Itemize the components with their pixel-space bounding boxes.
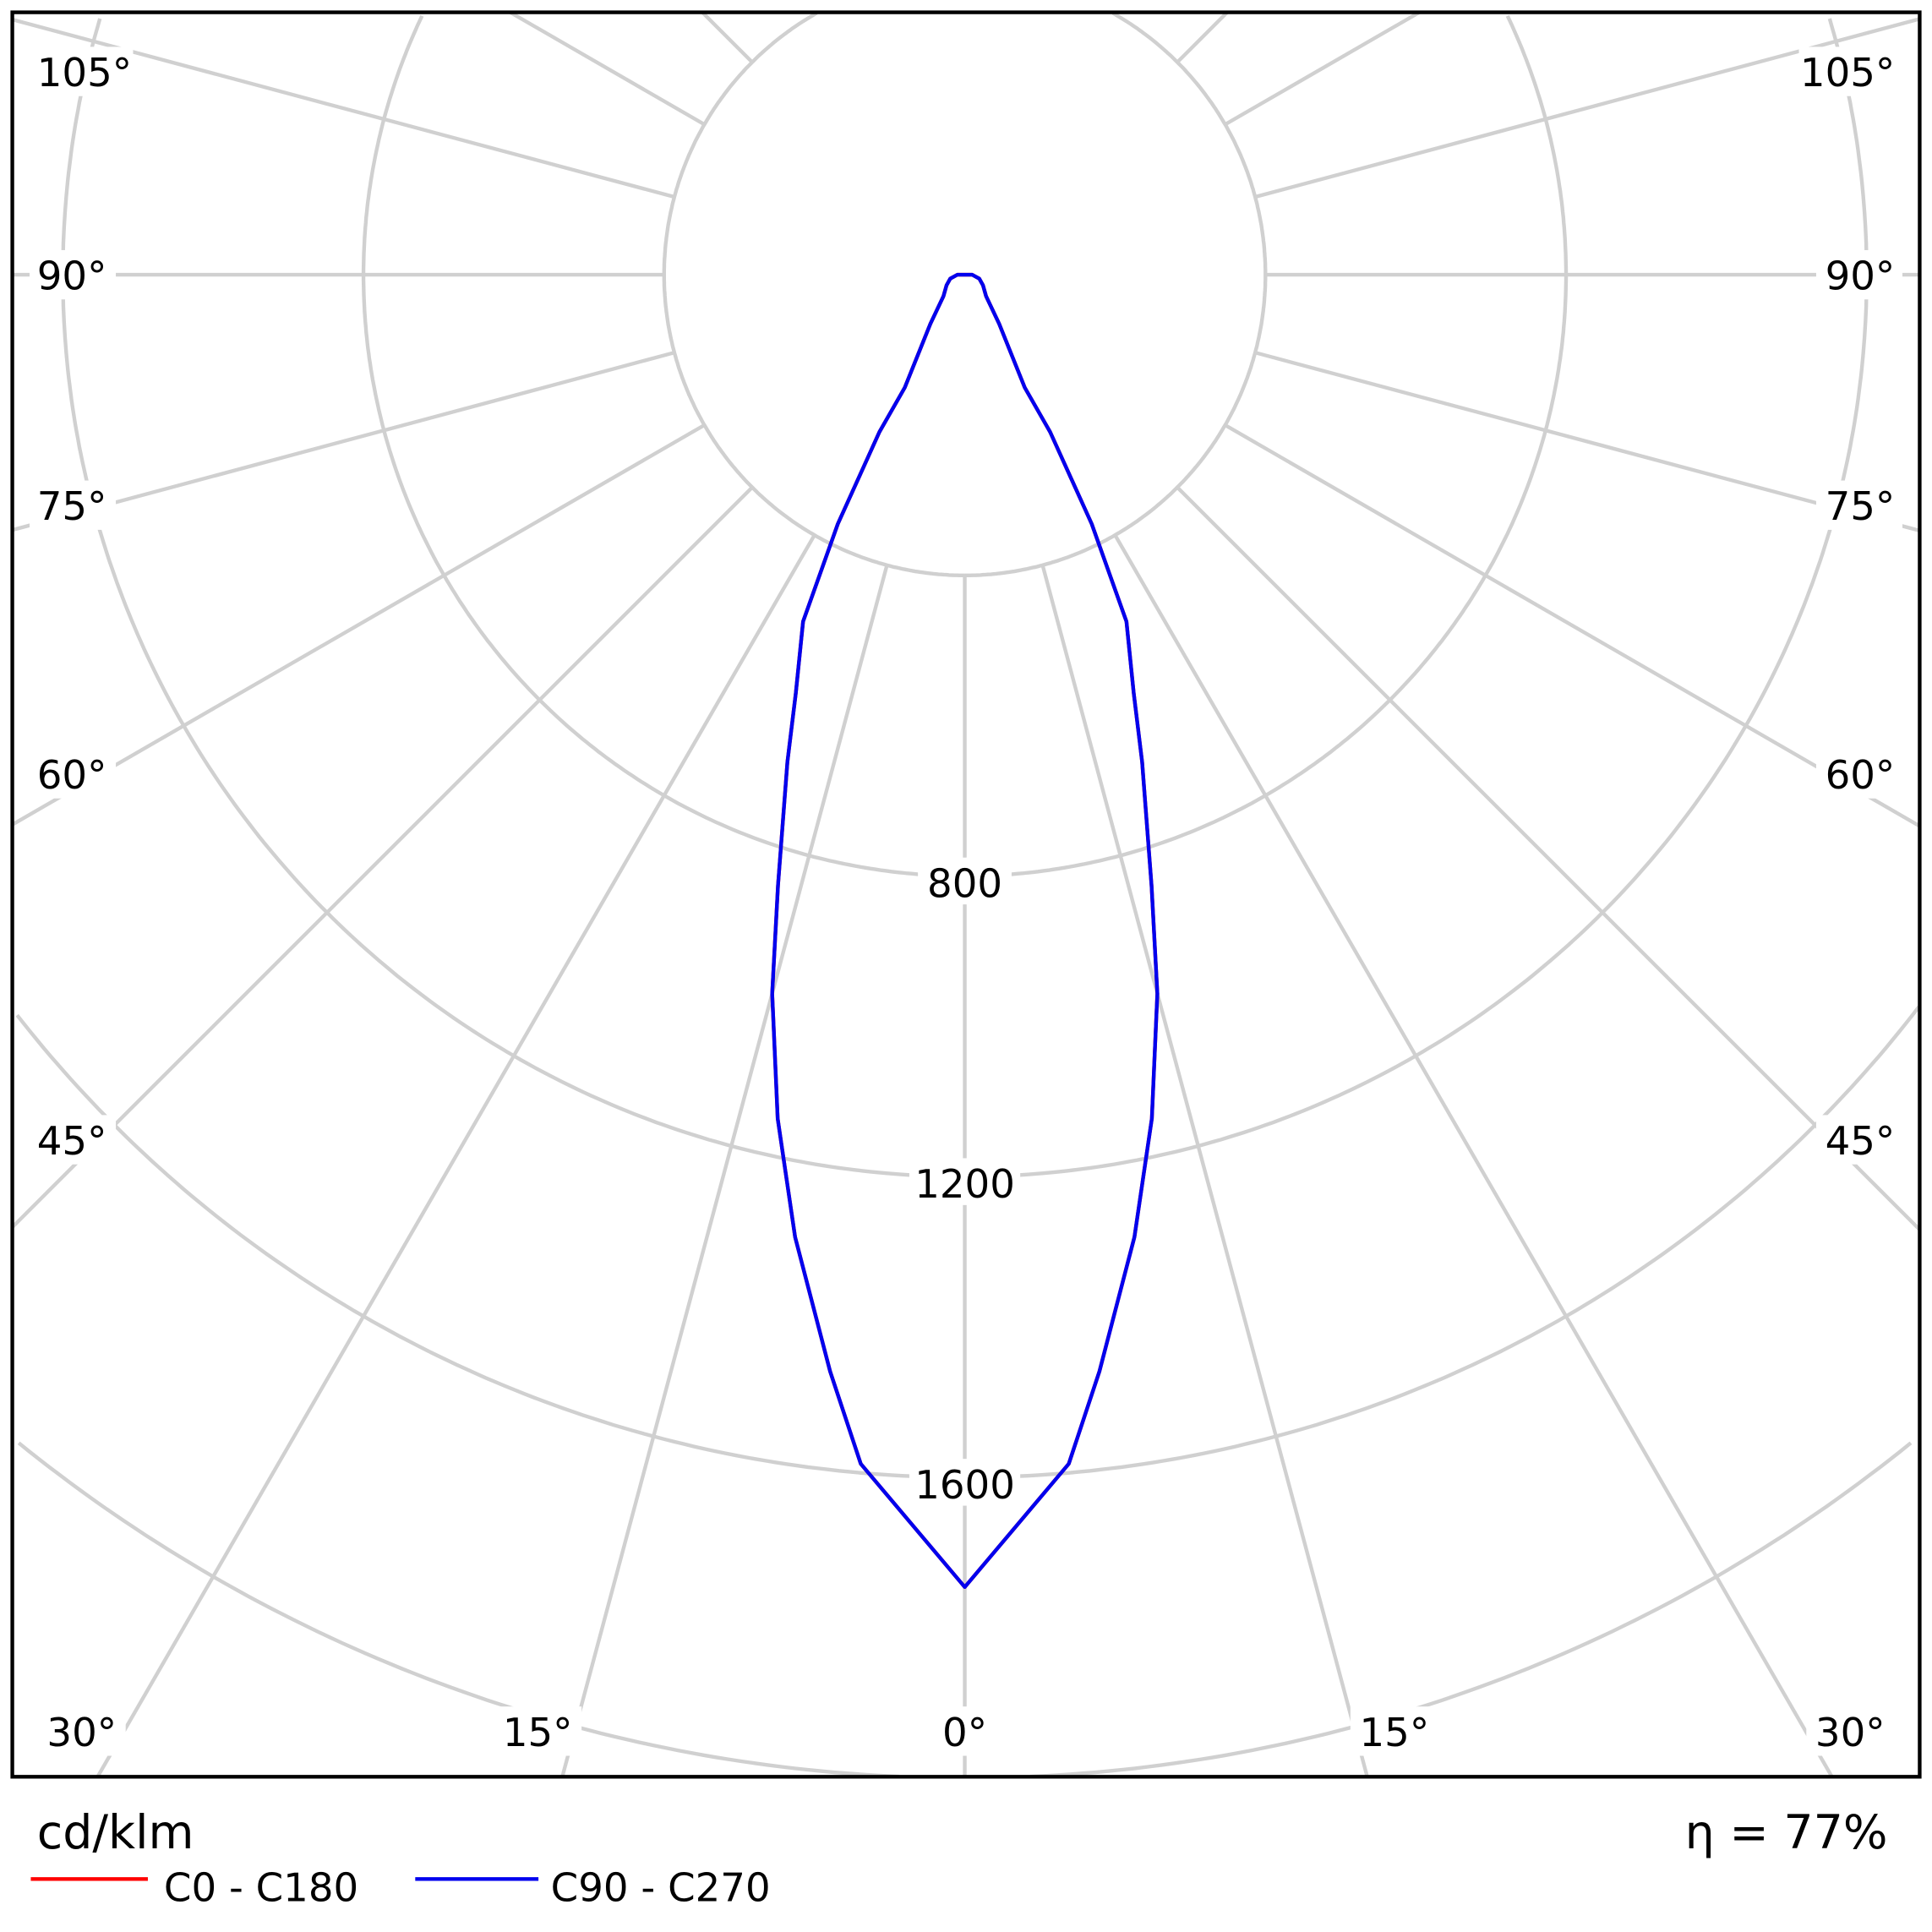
- angle-label-left: 75°: [37, 484, 107, 530]
- angle-label-right: 45°: [1826, 1119, 1896, 1165]
- grid-radial-120: [509, 12, 706, 127]
- legend: C0 - C180 C90 - C270: [30, 1866, 771, 1912]
- grid-radial-105: [12, 18, 675, 199]
- grid-circle-400: [964, 12, 1268, 578]
- grid-circle-2000: [1029, 1441, 1913, 1777]
- angle-label-right: 105°: [1800, 51, 1895, 96]
- grid-circle-2000: [17, 1441, 900, 1777]
- angle-label-left: 45°: [37, 1119, 107, 1165]
- angle-label-right: 90°: [1826, 254, 1896, 300]
- grid-radial-15: [1040, 565, 1369, 1777]
- legend-label: C90 - C270: [551, 1866, 771, 1912]
- angle-label-right: 15°: [1360, 1711, 1430, 1756]
- radial-tick-label: 1200: [914, 1162, 1015, 1208]
- angle-label-left: 30°: [46, 1711, 117, 1756]
- grid-radial-120: [1224, 12, 1421, 127]
- curve-c90-c270: [770, 272, 1160, 1590]
- radial-label-1600: 1600: [909, 1459, 1021, 1509]
- grid-radial-135: [1176, 12, 1229, 64]
- angle-label-left: 60°: [37, 753, 107, 799]
- legend-label: C0 - C180: [164, 1866, 358, 1912]
- grid-circle-800: [964, 14, 1569, 878]
- angle-label-left: 15°: [503, 1711, 573, 1756]
- intensity-curves: [770, 272, 1160, 1590]
- grid-radial-60: [1224, 423, 1920, 828]
- radial-tick-label: 1600: [914, 1463, 1015, 1509]
- angle-labels: 105° 90° 75° 60° 45° 30° 15° 0° 105° 90°…: [29, 46, 1903, 1756]
- grid-circle-800: [361, 14, 965, 878]
- plot-frame: [10, 10, 1922, 1779]
- angle-label-bottom: 0°: [942, 1711, 987, 1756]
- efficiency-label: η = 77%: [1685, 1806, 1888, 1860]
- grid-radial-75: [1254, 351, 1920, 532]
- grid-circle-1600: [964, 1006, 1920, 1480]
- grid-radial-30: [96, 534, 816, 1777]
- angle-label-right: 60°: [1826, 753, 1896, 799]
- grid-circle-1200: [61, 18, 965, 1179]
- radial-tick-label: 800: [927, 861, 1002, 907]
- grid-radial-75: [12, 351, 675, 532]
- grid-radial-105: [1254, 17, 1920, 199]
- grid-radial-135: [701, 12, 754, 64]
- radial-label-1200: 1200: [909, 1158, 1021, 1208]
- angle-label-left: 90°: [37, 254, 107, 300]
- radial-label-800: 800: [918, 857, 1012, 907]
- angle-label-right: 30°: [1815, 1711, 1886, 1756]
- grid-radial-15: [560, 565, 889, 1777]
- angle-label-left: 105°: [37, 51, 132, 96]
- radial-tick-labels: 800 1200 1600: [909, 857, 1021, 1509]
- grid-radial-45: [1176, 486, 1920, 1231]
- grid-radial-30: [1113, 534, 1834, 1777]
- angle-label-right: 75°: [1826, 484, 1896, 530]
- grid-radial-45: [12, 486, 754, 1229]
- grid-circle-1600: [15, 1013, 965, 1480]
- grid-circle-400: [662, 12, 965, 578]
- grid-circle-1200: [964, 18, 1869, 1179]
- grid-radial-60: [12, 423, 706, 827]
- unit-label: cd/klm: [37, 1806, 194, 1860]
